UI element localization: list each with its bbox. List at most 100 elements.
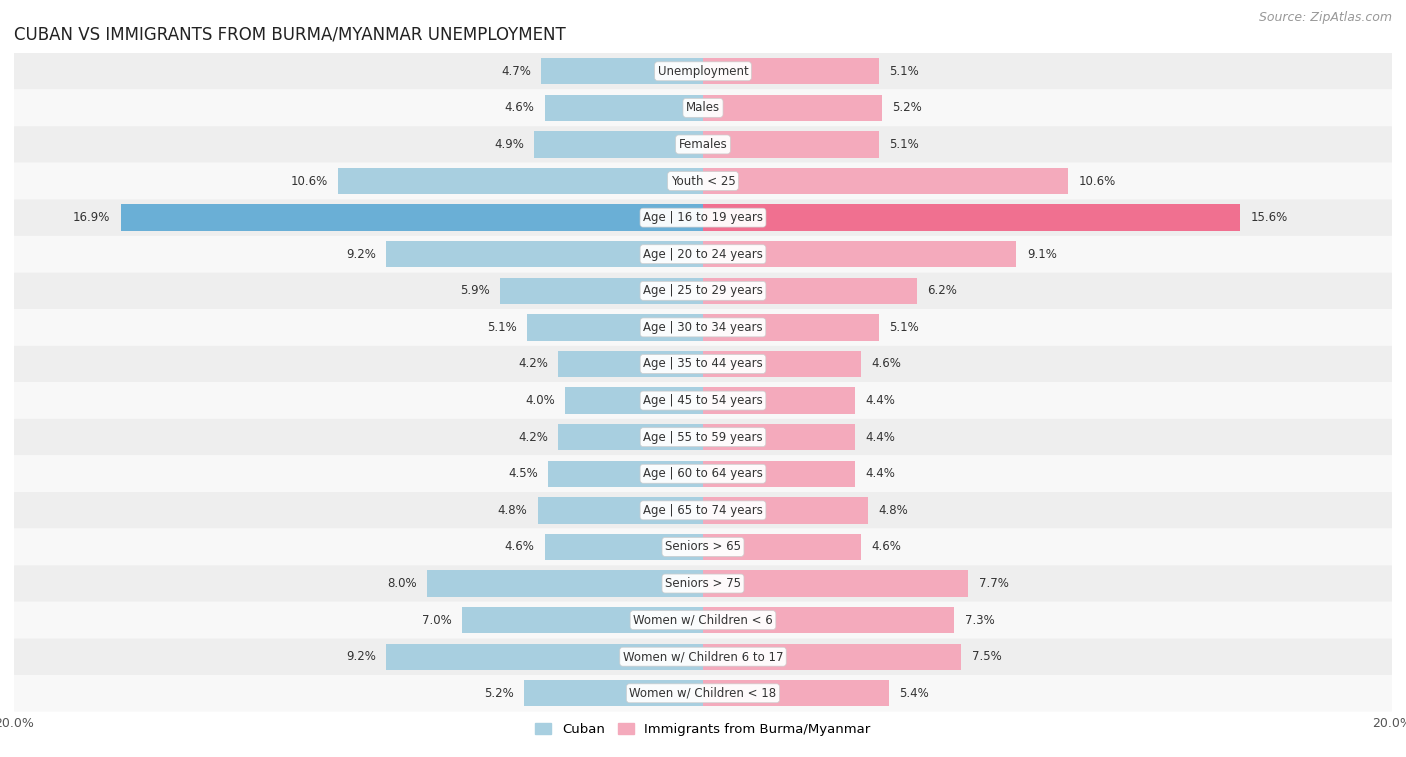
Bar: [703, 460, 855, 487]
Bar: [703, 350, 862, 377]
Bar: [703, 534, 862, 560]
Text: 4.4%: 4.4%: [865, 467, 894, 480]
FancyBboxPatch shape: [14, 456, 1392, 492]
Bar: [703, 570, 969, 597]
Text: Women w/ Children < 6: Women w/ Children < 6: [633, 614, 773, 627]
Text: 9.2%: 9.2%: [346, 650, 375, 663]
FancyBboxPatch shape: [14, 309, 1392, 346]
Bar: [703, 204, 1240, 231]
Bar: [524, 680, 703, 706]
FancyBboxPatch shape: [14, 199, 1392, 236]
Text: Age | 35 to 44 years: Age | 35 to 44 years: [643, 357, 763, 370]
Bar: [703, 497, 869, 524]
Text: 5.1%: 5.1%: [889, 65, 918, 78]
Text: 4.4%: 4.4%: [865, 394, 894, 407]
FancyBboxPatch shape: [14, 163, 1392, 199]
Text: Unemployment: Unemployment: [658, 65, 748, 78]
Bar: [527, 314, 703, 341]
Text: 4.6%: 4.6%: [872, 357, 901, 370]
Text: 9.2%: 9.2%: [346, 248, 375, 260]
Text: Women w/ Children 6 to 17: Women w/ Children 6 to 17: [623, 650, 783, 663]
Text: Youth < 25: Youth < 25: [671, 175, 735, 188]
Text: Age | 65 to 74 years: Age | 65 to 74 years: [643, 504, 763, 517]
Text: 5.1%: 5.1%: [889, 321, 918, 334]
Text: 4.8%: 4.8%: [879, 504, 908, 517]
Text: Age | 16 to 19 years: Age | 16 to 19 years: [643, 211, 763, 224]
Bar: [544, 95, 703, 121]
Text: 5.4%: 5.4%: [900, 687, 929, 699]
Text: 7.7%: 7.7%: [979, 577, 1008, 590]
Text: 4.6%: 4.6%: [505, 101, 534, 114]
Bar: [499, 278, 703, 304]
Bar: [703, 131, 879, 157]
Text: 7.5%: 7.5%: [972, 650, 1001, 663]
Bar: [703, 680, 889, 706]
FancyBboxPatch shape: [14, 492, 1392, 528]
Text: 4.5%: 4.5%: [508, 467, 537, 480]
Legend: Cuban, Immigrants from Burma/Myanmar: Cuban, Immigrants from Burma/Myanmar: [530, 718, 876, 741]
Text: Males: Males: [686, 101, 720, 114]
Text: 4.6%: 4.6%: [872, 540, 901, 553]
Bar: [548, 460, 703, 487]
Text: 4.0%: 4.0%: [524, 394, 555, 407]
FancyBboxPatch shape: [14, 382, 1392, 419]
Bar: [703, 58, 879, 85]
Bar: [534, 131, 703, 157]
Text: Age | 45 to 54 years: Age | 45 to 54 years: [643, 394, 763, 407]
Text: 4.9%: 4.9%: [494, 138, 524, 151]
Bar: [558, 424, 703, 450]
Text: 5.1%: 5.1%: [488, 321, 517, 334]
Bar: [565, 388, 703, 414]
Text: 7.3%: 7.3%: [965, 614, 994, 627]
Bar: [558, 350, 703, 377]
FancyBboxPatch shape: [14, 528, 1392, 565]
Text: 5.1%: 5.1%: [889, 138, 918, 151]
Text: 15.6%: 15.6%: [1251, 211, 1288, 224]
Text: Age | 20 to 24 years: Age | 20 to 24 years: [643, 248, 763, 260]
FancyBboxPatch shape: [14, 273, 1392, 309]
Text: 4.8%: 4.8%: [498, 504, 527, 517]
Text: 4.4%: 4.4%: [865, 431, 894, 444]
Bar: [121, 204, 703, 231]
Text: 4.2%: 4.2%: [519, 431, 548, 444]
FancyBboxPatch shape: [14, 236, 1392, 273]
Text: Females: Females: [679, 138, 727, 151]
FancyBboxPatch shape: [14, 126, 1392, 163]
Text: Age | 55 to 59 years: Age | 55 to 59 years: [643, 431, 763, 444]
Text: 4.7%: 4.7%: [501, 65, 531, 78]
Text: Source: ZipAtlas.com: Source: ZipAtlas.com: [1258, 11, 1392, 24]
Bar: [541, 58, 703, 85]
Text: Age | 30 to 34 years: Age | 30 to 34 years: [643, 321, 763, 334]
Text: 10.6%: 10.6%: [290, 175, 328, 188]
Text: Age | 25 to 29 years: Age | 25 to 29 years: [643, 285, 763, 298]
Text: Seniors > 65: Seniors > 65: [665, 540, 741, 553]
Text: 4.6%: 4.6%: [505, 540, 534, 553]
Text: 16.9%: 16.9%: [73, 211, 111, 224]
Text: 6.2%: 6.2%: [927, 285, 956, 298]
Bar: [387, 643, 703, 670]
Text: Age | 60 to 64 years: Age | 60 to 64 years: [643, 467, 763, 480]
FancyBboxPatch shape: [14, 638, 1392, 675]
Bar: [537, 497, 703, 524]
Text: 4.2%: 4.2%: [519, 357, 548, 370]
Text: 7.0%: 7.0%: [422, 614, 451, 627]
Bar: [703, 168, 1069, 195]
FancyBboxPatch shape: [14, 346, 1392, 382]
Text: Seniors > 75: Seniors > 75: [665, 577, 741, 590]
Text: 5.2%: 5.2%: [484, 687, 513, 699]
Bar: [337, 168, 703, 195]
Bar: [703, 95, 882, 121]
Text: 5.9%: 5.9%: [460, 285, 489, 298]
Bar: [703, 643, 962, 670]
FancyBboxPatch shape: [14, 565, 1392, 602]
Bar: [387, 241, 703, 267]
Text: 5.2%: 5.2%: [893, 101, 922, 114]
Bar: [703, 607, 955, 634]
Text: Women w/ Children < 18: Women w/ Children < 18: [630, 687, 776, 699]
FancyBboxPatch shape: [14, 89, 1392, 126]
Text: CUBAN VS IMMIGRANTS FROM BURMA/MYANMAR UNEMPLOYMENT: CUBAN VS IMMIGRANTS FROM BURMA/MYANMAR U…: [14, 25, 565, 43]
Bar: [427, 570, 703, 597]
Bar: [703, 314, 879, 341]
Bar: [544, 534, 703, 560]
FancyBboxPatch shape: [14, 419, 1392, 456]
